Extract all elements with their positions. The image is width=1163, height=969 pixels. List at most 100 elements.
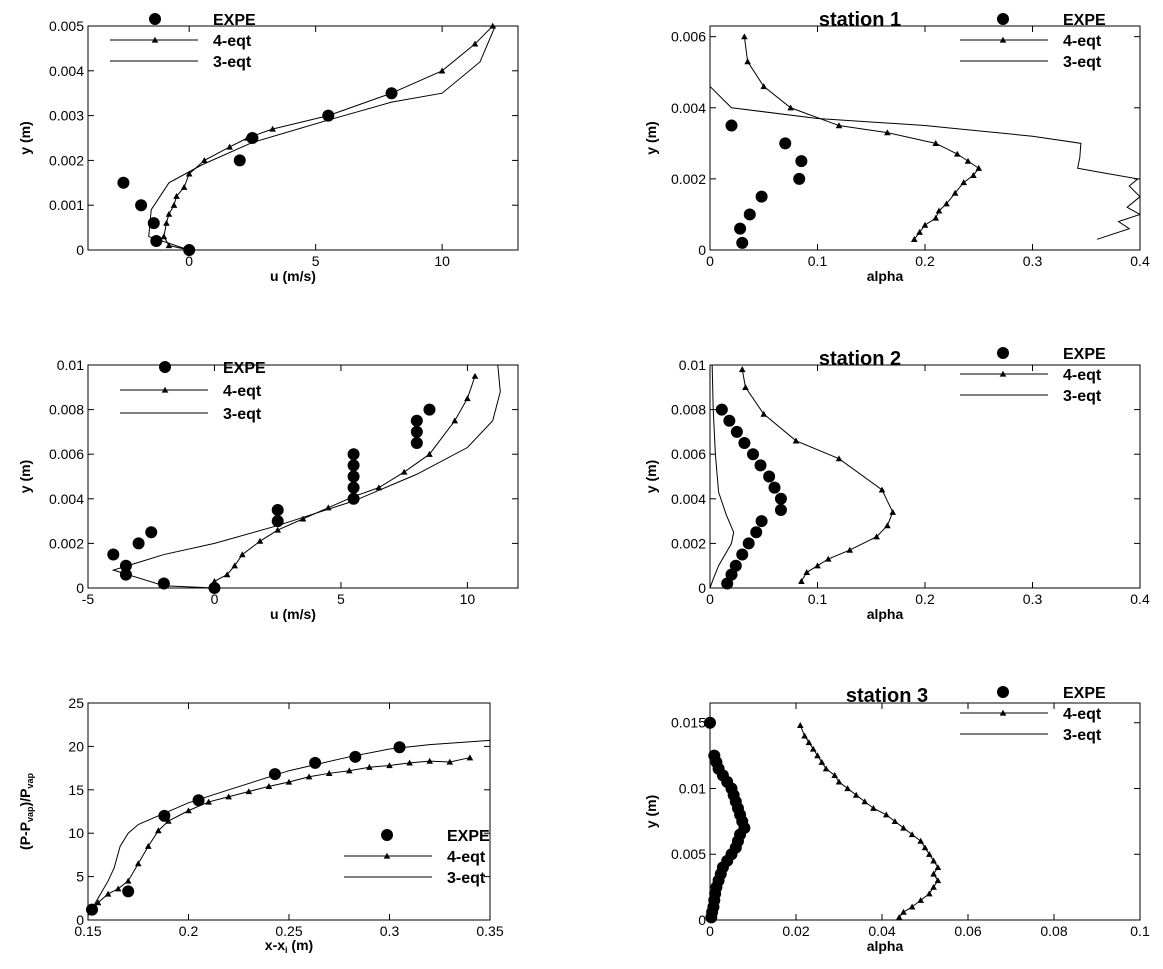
- x-axis-label: u (m/s): [270, 268, 316, 284]
- data-point-EXPE: [738, 437, 751, 450]
- data-point-EXPE: [715, 403, 728, 416]
- panel-1: 0 5 10 0 0.001 0.002 0.003 0.004 0.005 u (m/s) y (…: [17, 12, 519, 284]
- plot-frame: [87, 364, 519, 589]
- legend-label-3-eqt: 3-eqt: [447, 870, 486, 887]
- data-point-4-eqt: [165, 210, 173, 217]
- x-tick-label: 0.15: [74, 923, 101, 939]
- legend-symbol-EXPE: [997, 686, 1009, 698]
- legend: EXPE 4-eqt 3-eqt: [110, 12, 256, 71]
- x-tick-label: 0.25: [275, 923, 302, 939]
- data-point-EXPE: [736, 548, 749, 561]
- plot-area: [799, 725, 939, 918]
- data-point-4-eqt: [245, 788, 253, 795]
- y-tick-label: 0: [76, 912, 84, 928]
- y-tick-label: 0.006: [671, 446, 706, 462]
- data-point-4-eqt: [932, 140, 940, 146]
- x-axis-label: alpha: [867, 268, 904, 284]
- data-point-4-eqt: [908, 831, 916, 838]
- legend: EXPE 4-eqt 3-eqt: [960, 685, 1106, 744]
- data-point-4-eqt: [803, 569, 811, 576]
- y-tick-label: 0.008: [49, 402, 84, 418]
- x-tick-label: 0.35: [476, 923, 503, 939]
- x-axis-label: alpha: [867, 606, 904, 622]
- panel-6: 0 0.02 0.04 0.06 0.08 0.1 0 0.005 0.01 0.015 alpha…: [643, 685, 1150, 954]
- data-point-4-eqt: [975, 164, 983, 171]
- legend-symbol-EXPE: [997, 347, 1009, 359]
- data-point-4-eqt: [921, 844, 929, 851]
- data-point-4-eqt: [964, 157, 972, 164]
- data-point-4-eqt: [170, 201, 178, 208]
- data-point-4-eqt: [844, 785, 851, 792]
- data-point-4-eqt: [446, 758, 454, 765]
- data-point-4-eqt: [88, 908, 96, 914]
- data-point-4-eqt: [930, 883, 937, 890]
- data-point-EXPE: [423, 403, 436, 416]
- legend-symbol-EXPE: [149, 13, 161, 25]
- data-point-4-eqt: [787, 104, 794, 111]
- data-point-4-eqt: [163, 219, 170, 226]
- series-line-4-eqt: [741, 369, 894, 582]
- y-tick-label: 0.01: [57, 357, 84, 373]
- y-tick-label: 0.015: [671, 715, 706, 731]
- data-point-EXPE: [410, 437, 423, 450]
- data-point-4-eqt: [953, 150, 961, 157]
- legend-label-4-eqt: 4-eqt: [447, 849, 486, 866]
- y-tick-label: 0.005: [49, 18, 84, 34]
- data-point-4-eqt: [451, 417, 459, 424]
- chart-title: station 2: [819, 348, 901, 370]
- data-point-4-eqt: [223, 571, 231, 578]
- data-point-4-eqt: [891, 818, 899, 825]
- data-point-EXPE: [157, 577, 170, 590]
- y-tick-label: 0.006: [49, 446, 84, 462]
- series-line-3-eqt: [111, 365, 501, 588]
- plot-area: [88, 739, 490, 916]
- data-point-4-eqt: [489, 22, 497, 29]
- data-point-4-eqt: [917, 837, 924, 844]
- legend-label-EXPE: EXPE: [1063, 12, 1106, 29]
- data-point-4-eqt: [873, 533, 880, 540]
- data-point-4-eqt: [375, 484, 383, 491]
- y-axis-label: y (m): [643, 460, 659, 493]
- data-point-EXPE: [763, 470, 776, 483]
- data-point-4-eqt: [846, 546, 854, 553]
- y-tick-label: 0.002: [49, 152, 84, 168]
- y-tick-label: 0.01: [679, 357, 706, 373]
- data-point-4-eqt: [741, 33, 748, 40]
- data-point-4-eqt: [921, 221, 929, 228]
- data-point-EXPE: [730, 425, 743, 438]
- legend-symbol-4-eqt: [999, 709, 1007, 716]
- data-point-4-eqt: [932, 214, 940, 221]
- data-point-4-eqt: [211, 584, 218, 591]
- data-point-4-eqt: [350, 493, 357, 500]
- data-point-4-eqt: [934, 864, 942, 871]
- data-point-EXPE: [410, 425, 423, 438]
- data-point-EXPE: [268, 768, 281, 781]
- plot-area: [710, 365, 894, 588]
- data-point-4-eqt: [908, 903, 916, 910]
- data-point-EXPE: [150, 235, 163, 248]
- data-point-4-eqt: [935, 207, 943, 214]
- data-point-EXPE: [393, 741, 406, 754]
- data-point-4-eqt: [94, 899, 102, 906]
- y-tick-label: 15: [68, 782, 84, 798]
- plot-frame: [709, 702, 1141, 921]
- data-point-EXPE: [147, 217, 160, 230]
- data-point-4-eqt: [366, 763, 373, 770]
- data-point-4-eqt: [797, 722, 804, 728]
- legend: EXPE 4-eqt 3-eqt: [120, 360, 266, 423]
- data-point-4-eqt: [792, 437, 800, 444]
- data-point-4-eqt: [798, 578, 805, 584]
- data-point-4-eqt: [930, 870, 937, 877]
- x-tick-label: 0.4: [1130, 591, 1150, 607]
- data-point-4-eqt: [305, 773, 313, 780]
- x-tick-label: -5: [82, 591, 95, 607]
- legend-symbol-EXPE: [159, 361, 171, 373]
- data-point-4-eqt: [400, 468, 408, 475]
- data-point-4-eqt: [406, 759, 413, 766]
- y-tick-label: 0: [698, 242, 706, 258]
- x-tick-label: 10: [434, 253, 450, 269]
- data-point-4-eqt: [124, 877, 132, 884]
- legend-label-3-eqt: 3-eqt: [1063, 54, 1102, 71]
- data-point-EXPE: [271, 515, 284, 528]
- y-tick-label: 0.002: [671, 535, 706, 551]
